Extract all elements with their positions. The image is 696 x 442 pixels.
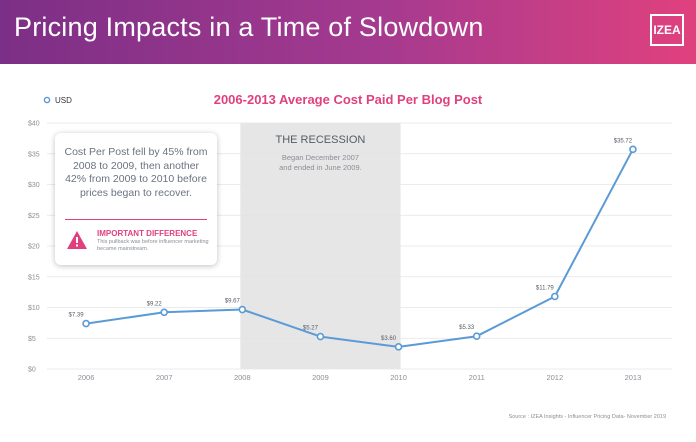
data-point: [316, 332, 325, 341]
y-tick-label: $15: [28, 274, 40, 281]
data-point: [472, 332, 481, 341]
data-label: $9.67: [225, 299, 241, 305]
series-line-usd: [85, 148, 634, 348]
x-tick-label: 2006: [78, 373, 95, 382]
data-label: $11.79: [536, 285, 555, 291]
chart-title: 2006-2013 Average Cost Paid Per Blog Pos…: [214, 92, 483, 107]
header-banner: Pricing Impacts in a Time of Slowdown IZ…: [0, 0, 696, 64]
important-difference-note: This pullback was before influencer mark…: [97, 239, 209, 252]
x-tick-label: 2007: [156, 373, 173, 382]
data-label: $35.72: [614, 138, 633, 144]
data-point: [160, 308, 168, 317]
warning-icon: [67, 231, 87, 249]
data-point: [551, 292, 559, 301]
x-tick-label: 2012: [546, 373, 563, 382]
x-tick-label: 2010: [390, 373, 407, 382]
callout-divider: [65, 219, 207, 220]
data-label: $9.22: [147, 301, 163, 307]
data-label: $7.39: [69, 313, 85, 319]
y-tick-label: $10: [28, 305, 40, 312]
data-point: [82, 319, 90, 328]
legend-marker: [43, 96, 51, 104]
page-title: Pricing Impacts in a Time of Slowdown: [14, 12, 484, 42]
important-difference-heading: IMPORTANT DIFFERENCE: [97, 229, 198, 238]
recession-subtitle: Began December 2007: [282, 153, 359, 162]
y-tick-label: $35: [28, 151, 40, 158]
recession-title: THE RECESSION: [276, 134, 366, 146]
data-label: $5.27: [303, 326, 319, 332]
x-tick-label: 2013: [625, 373, 642, 382]
y-tick-label: $30: [28, 182, 40, 189]
data-point: [629, 145, 637, 154]
source-note: Source : IZEA Insights - Influencer Pric…: [509, 414, 666, 420]
y-tick-label: $0: [28, 367, 36, 374]
x-tick-label: 2008: [234, 373, 251, 382]
data-label: $3.60: [381, 336, 397, 342]
callout-text: Cost Per Post fell by 45% from 2008 to 2…: [64, 146, 208, 199]
data-label: $5.33: [459, 325, 475, 331]
data-point: [394, 343, 403, 351]
x-tick-label: 2009: [312, 373, 329, 382]
callout-box: Cost Per Post fell by 45% from 2008 to 2…: [55, 133, 217, 265]
data-point: [238, 305, 247, 314]
y-tick-label: $25: [28, 213, 40, 220]
legend-label: USD: [55, 96, 72, 105]
x-tick-label: 2011: [469, 373, 485, 382]
y-tick-label: $5: [28, 336, 36, 343]
y-tick-label: $40: [28, 121, 40, 128]
izea-logo: IZEA: [650, 14, 684, 46]
y-tick-label: $20: [28, 244, 40, 251]
recession-subtitle: and ended in June 2009.: [279, 163, 362, 172]
